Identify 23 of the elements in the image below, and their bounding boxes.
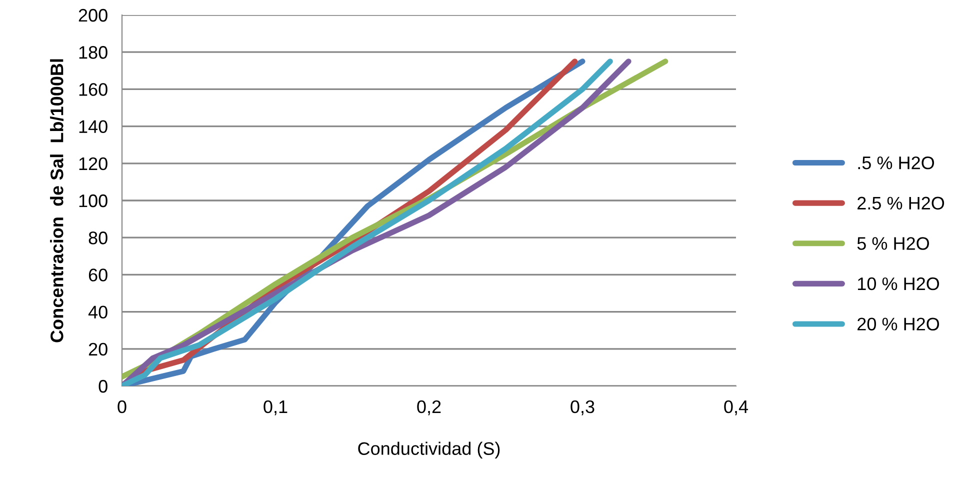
- y-tick-label: 60: [88, 268, 108, 282]
- y-tick-label: 80: [88, 232, 108, 244]
- legend-label: 5 % H2O: [857, 237, 930, 250]
- legend-label: 20 % H2O: [858, 318, 940, 330]
- x-tick-label: 0,2: [417, 400, 441, 416]
- legend-label: 10 % H2O: [858, 277, 940, 290]
- legend-label: .5 % H2O: [858, 156, 934, 170]
- legend-label: 2.5 % H2O: [858, 196, 944, 210]
- x-axis-title: Conductividad (S): [358, 442, 500, 459]
- x-tick-label: 0,4: [724, 400, 748, 416]
- y-tick-label: 40: [88, 306, 108, 319]
- y-tick-label: 20: [88, 342, 108, 356]
- y-tick-label: 180: [79, 46, 108, 59]
- x-tick-label: 0: [118, 400, 126, 414]
- y-tick-label: 100: [79, 194, 108, 208]
- y-tick-label: 200: [78, 8, 108, 22]
- x-tick-label: 0,3: [570, 400, 594, 416]
- y-tick-label: 140: [79, 120, 108, 134]
- x-tick-label: 0,1: [264, 400, 288, 416]
- y-tick-label: 120: [79, 157, 108, 170]
- y-tick-label: 0: [98, 380, 108, 393]
- y-axis-title: Concentracion de Sal Lb/1000Bl: [50, 59, 64, 342]
- y-tick-label: 160: [79, 83, 108, 96]
